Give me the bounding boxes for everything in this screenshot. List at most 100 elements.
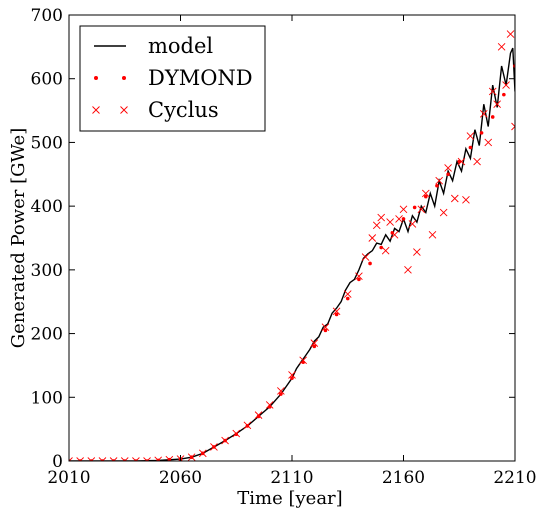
data-point [310,339,319,347]
data-point [484,138,493,147]
legend-swatch [120,106,128,114]
data-point [372,221,381,230]
y-tick-label: 0 [52,452,63,472]
data-point [187,453,196,461]
legend-swatch [94,76,98,80]
data-point [379,245,384,250]
data-point [493,100,501,109]
legend-swatch [92,106,100,114]
series-Cyclus [69,30,515,461]
data-point [368,261,372,266]
data-point [210,443,218,451]
data-point [408,220,417,228]
data-point [87,457,96,461]
data-point [277,387,285,395]
legend-swatch [122,76,126,80]
data-point [321,323,330,332]
data-point [299,356,307,365]
data-point [132,457,140,461]
data-point [386,218,394,226]
data-point [502,81,510,89]
data-point [345,296,350,301]
data-point [143,457,151,461]
data-point [234,432,239,437]
legend-label: model [148,34,213,58]
data-point [428,230,437,239]
legend-box [79,25,266,132]
data-point [381,246,390,255]
x-tick-label: 2010 [47,468,90,488]
data-point [355,272,363,281]
data-point [288,371,296,379]
data-point [165,455,174,461]
data-point [69,457,73,461]
data-point [198,449,207,458]
data-point [435,183,439,188]
data-point [444,164,452,172]
data-point [468,145,473,150]
data-point [254,411,263,419]
data-point [413,248,421,256]
data-point [109,457,118,461]
plot-area [69,30,515,461]
data-point [76,457,84,461]
x-tick-label: 2160 [382,468,425,488]
data-point [290,376,294,380]
data-point [245,424,250,428]
data-point [265,401,274,409]
data-point [377,213,386,222]
data-point [323,328,328,333]
y-tick-label: 700 [31,6,63,26]
data-point [232,429,241,438]
y-tick-label: 400 [31,197,63,217]
data-point [490,115,495,119]
data-point [361,253,370,261]
data-point [334,312,339,317]
data-point [332,307,341,316]
y-tick-label: 600 [31,70,63,90]
data-point [399,205,408,214]
plot-frame [68,14,516,462]
x-tick-label: 2210 [493,468,536,488]
data-point [279,392,283,396]
y-tick-label: 100 [31,388,63,408]
legend-label: Cyclus [148,98,219,122]
data-point [479,109,488,118]
legend-item-model: model [94,34,213,58]
data-point [401,217,406,221]
data-point [473,157,481,166]
tick-labels: 2010 2060 2110 2160 2210 0 100 200 300 400 500 600 7… [31,6,537,488]
data-point [404,266,412,274]
legend-item-DYMOND: DYMOND [94,66,253,90]
legend-label: DYMOND [148,66,253,90]
data-point [424,194,428,199]
data-point [506,30,515,38]
data-point [417,205,426,214]
data-point [395,215,403,223]
data-point [368,234,377,242]
data-point [457,157,466,166]
x-axis-label: Time [year] [237,488,342,509]
data-point [343,290,352,298]
data-point [357,277,361,282]
y-tick-label: 300 [31,261,63,281]
data-point [312,344,317,349]
x-tick-label: 2060 [159,468,202,488]
legend: model DYMOND Cyclus [79,25,266,132]
data-point [435,176,443,185]
data-point [511,122,515,131]
x-tick-label: 2110 [270,468,313,488]
legend-item-Cyclus: Cyclus [92,98,219,122]
data-point [488,87,497,96]
data-point [154,456,163,461]
data-point [412,205,417,210]
data-point [462,195,470,204]
data-point [450,194,459,203]
data-point [502,92,506,97]
data-point [446,172,450,177]
data-point [243,421,252,430]
data-point [497,43,506,51]
data-point [120,457,129,461]
y-tick-label: 500 [31,133,63,153]
